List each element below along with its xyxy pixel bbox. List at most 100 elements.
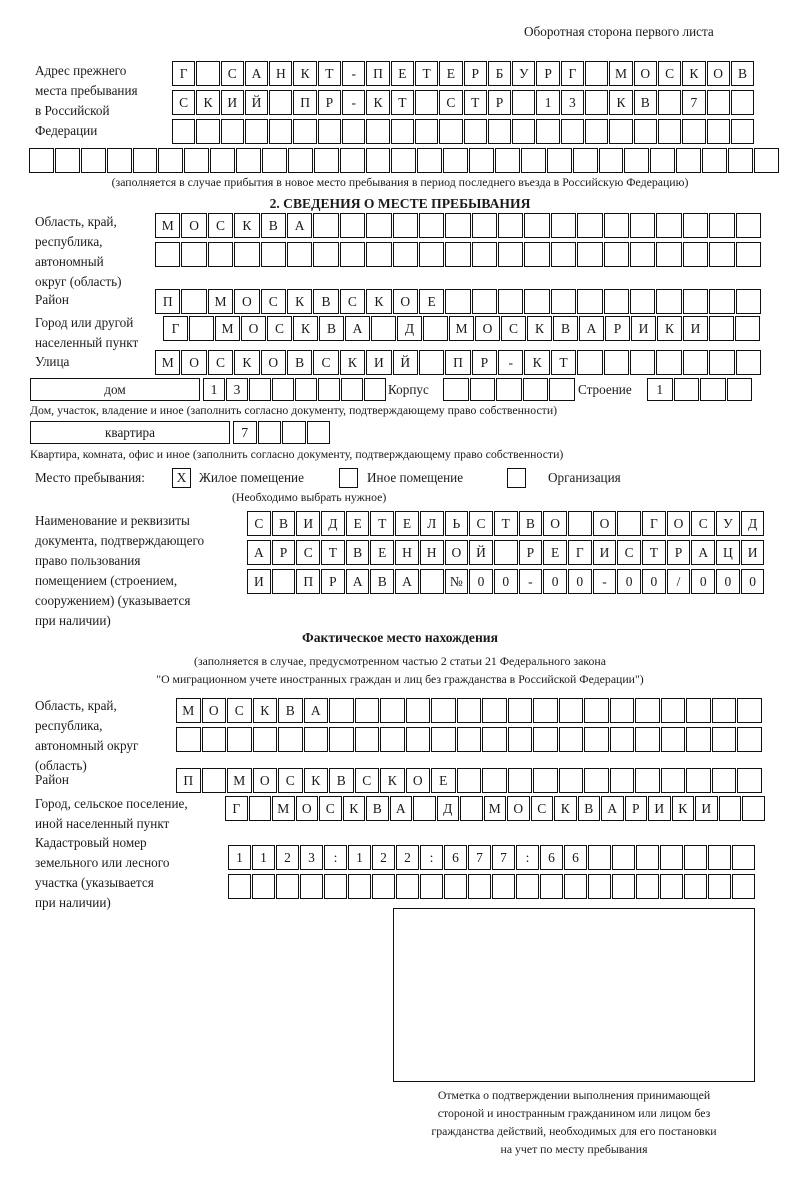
comb-cell[interactable]: Д: [397, 316, 422, 341]
comb-cell[interactable]: [287, 148, 313, 173]
comb-cell[interactable]: Р: [605, 316, 630, 341]
comb-cell[interactable]: [585, 61, 609, 86]
comb-cell[interactable]: Р: [536, 61, 560, 86]
comb-cell[interactable]: Е: [370, 540, 395, 565]
comb-cell[interactable]: [181, 289, 207, 314]
comb-cell[interactable]: [413, 796, 436, 821]
comb-cell[interactable]: Н: [269, 61, 293, 86]
comb-cell[interactable]: Т: [414, 61, 439, 86]
comb-cell[interactable]: [588, 874, 611, 899]
comb-cell[interactable]: И: [631, 316, 656, 341]
comb-cell[interactable]: [342, 119, 366, 144]
comb-cell[interactable]: [737, 727, 762, 752]
comb-cell[interactable]: Т: [550, 350, 577, 375]
comb-cell[interactable]: [577, 242, 603, 267]
comb-cell[interactable]: [341, 378, 363, 401]
comb-cell[interactable]: М: [227, 768, 252, 793]
comb-cell[interactable]: [706, 119, 730, 144]
comb-cell[interactable]: П: [293, 90, 317, 115]
comb-cell[interactable]: Р: [317, 90, 342, 115]
comb-cell[interactable]: [609, 727, 634, 752]
comb-cell[interactable]: [498, 289, 524, 314]
comb-cell[interactable]: [630, 242, 656, 267]
comb-cell[interactable]: [577, 213, 603, 238]
comb-cell[interactable]: 2: [396, 845, 419, 870]
comb-cell[interactable]: [354, 727, 379, 752]
comb-cell[interactable]: К: [196, 90, 220, 115]
comb-cell[interactable]: Г: [163, 316, 188, 341]
comb-cell[interactable]: [492, 874, 515, 899]
comb-cell[interactable]: [536, 119, 560, 144]
comb-cell[interactable]: П: [296, 569, 321, 594]
comb-cell[interactable]: 2: [276, 845, 299, 870]
comb-cell[interactable]: К: [303, 768, 328, 793]
comb-cell[interactable]: Р: [487, 90, 512, 115]
comb-cell[interactable]: [196, 61, 220, 86]
comb-cell[interactable]: А: [389, 796, 412, 821]
comb-cell[interactable]: [709, 289, 735, 314]
comb-cell[interactable]: Р: [471, 350, 498, 375]
comb-cell[interactable]: [577, 289, 603, 314]
comb-cell[interactable]: [682, 289, 709, 314]
comb-cell[interactable]: [609, 119, 633, 144]
comb-cell[interactable]: К: [527, 316, 552, 341]
comb-cell[interactable]: [380, 727, 405, 752]
comb-cell[interactable]: М: [155, 350, 181, 375]
comb-cell[interactable]: [737, 698, 762, 723]
comb-cell[interactable]: [708, 845, 731, 870]
comb-cell[interactable]: М: [207, 289, 234, 314]
comb-cell[interactable]: М: [155, 213, 181, 238]
comb-cell[interactable]: [423, 316, 448, 341]
comb-cell[interactable]: -: [342, 61, 366, 86]
comb-cell[interactable]: :: [516, 845, 539, 870]
comb-cell[interactable]: [207, 242, 234, 267]
comb-cell[interactable]: О: [181, 213, 207, 238]
comb-cell[interactable]: [366, 213, 392, 238]
comb-cell[interactable]: К: [366, 90, 390, 115]
comb-cell[interactable]: Е: [390, 61, 414, 86]
comb-cell[interactable]: К: [252, 698, 277, 723]
comb-cell[interactable]: [572, 148, 598, 173]
comb-cell[interactable]: [471, 242, 498, 267]
comb-cell[interactable]: [577, 350, 603, 375]
comb-cell[interactable]: Р: [666, 540, 691, 565]
comb-cell[interactable]: [317, 119, 342, 144]
comb-cell[interactable]: [106, 148, 132, 173]
comb-cell[interactable]: [686, 727, 711, 752]
comb-cell[interactable]: [469, 378, 495, 401]
comb-cell[interactable]: [624, 148, 650, 173]
comb-cell[interactable]: 1: [228, 845, 251, 870]
comb-cell[interactable]: №: [444, 569, 469, 594]
comb-cell[interactable]: 0: [716, 569, 740, 594]
comb-cell[interactable]: С: [530, 796, 553, 821]
kvartira-cells-row[interactable]: 7: [233, 421, 331, 444]
comb-cell[interactable]: 1: [203, 378, 225, 401]
comb-cell[interactable]: [339, 242, 366, 267]
comb-cell[interactable]: [630, 350, 656, 375]
comb-cell[interactable]: [533, 768, 558, 793]
comb-cell[interactable]: [372, 874, 395, 899]
comb-cell[interactable]: -: [518, 569, 543, 594]
comb-cell[interactable]: [630, 289, 656, 314]
comb-cell[interactable]: [709, 213, 735, 238]
comb-cell[interactable]: [469, 148, 495, 173]
comb-cell[interactable]: [419, 569, 444, 594]
cadastral-row-2[interactable]: [228, 874, 756, 899]
comb-cell[interactable]: В: [633, 90, 657, 115]
comb-cell[interactable]: У: [716, 511, 740, 536]
comb-cell[interactable]: Т: [390, 90, 414, 115]
comb-cell[interactable]: [730, 90, 755, 115]
comb-cell[interactable]: [184, 148, 210, 173]
comb-cell[interactable]: [392, 242, 418, 267]
comb-cell[interactable]: Г: [567, 540, 592, 565]
comb-cell[interactable]: [516, 874, 539, 899]
comb-cell[interactable]: О: [507, 796, 530, 821]
comb-cell[interactable]: [278, 727, 303, 752]
comb-cell[interactable]: -: [342, 90, 366, 115]
